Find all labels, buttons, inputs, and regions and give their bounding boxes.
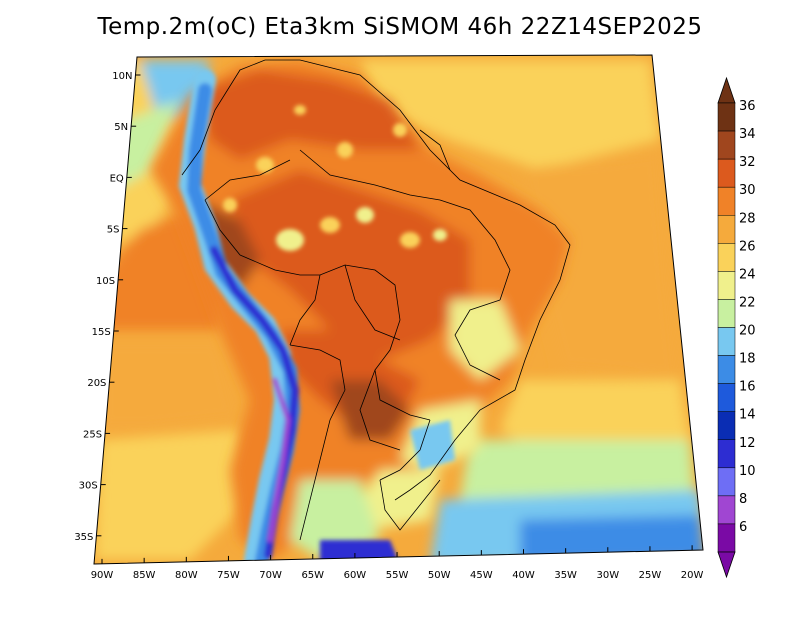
- colorbar-label: 10: [739, 464, 756, 479]
- colorbar-swatch: [717, 439, 736, 469]
- latitude-axis: 10N 5N EQ 5S 10S 15S 20S 25S 30S 35S: [74, 71, 141, 543]
- colorbar-label: 16: [739, 380, 756, 395]
- lon-tick-label: 25W: [639, 570, 662, 581]
- lon-tick-label: 20W: [681, 570, 704, 581]
- lon-tick-label: 50W: [428, 570, 451, 581]
- colorbar-label: 24: [739, 267, 756, 282]
- colorbar-label: 32: [739, 155, 756, 170]
- colorbar-max-arrow: [717, 76, 736, 104]
- colorbar-label: 28: [739, 211, 756, 226]
- colorbar-swatch: [717, 102, 736, 132]
- colorbar-label: 18: [739, 352, 756, 367]
- colorbar-label: 34: [739, 127, 756, 142]
- colorbar-swatch: [717, 215, 736, 244]
- colorbar-swatch: [717, 495, 736, 525]
- colorbar-label: 8: [739, 492, 747, 507]
- lat-tick-label: EQ: [110, 173, 124, 184]
- lat-tick-label: 20S: [87, 378, 106, 389]
- lon-tick-label: 75W: [217, 570, 240, 581]
- lat-tick-label: 30S: [79, 481, 98, 492]
- lon-tick-label: 60W: [344, 570, 367, 581]
- colorbar-min-arrow: [717, 551, 736, 579]
- colorbar-label: 30: [739, 183, 756, 198]
- lon-tick-label: 55W: [386, 570, 409, 581]
- lon-tick-label: 90W: [91, 570, 114, 581]
- lon-tick-label: 65W: [301, 570, 324, 581]
- colorbar-swatch: [717, 130, 736, 160]
- lat-tick-label: 35S: [74, 532, 93, 543]
- lon-tick-label: 70W: [259, 570, 282, 581]
- longitude-axis: 90W 85W 80W 75W 70W 65W 60W 55W 50W 45W 40W 35W 30W 2…: [91, 545, 704, 581]
- colorbar-label: 26: [739, 239, 756, 254]
- lon-tick-label: 80W: [175, 570, 198, 581]
- colorbar-swatch: [717, 327, 736, 356]
- colorbar-swatch: [717, 271, 736, 300]
- colorbar-label: 22: [739, 295, 756, 310]
- colorbar-swatch: [717, 467, 736, 497]
- lon-tick-label: 40W: [512, 570, 535, 581]
- lat-tick-label: 10N: [112, 71, 132, 82]
- lon-tick-label: 35W: [554, 570, 577, 581]
- colorbar-swatch: [717, 523, 736, 553]
- colorbar-swatch: [717, 243, 736, 272]
- lat-tick-label: 5N: [114, 122, 128, 133]
- colorbar-label: 20: [739, 324, 756, 339]
- colorbar: 36 34 32 30 28 26 24 22 20 18 16 14 12 10 8 6: [717, 76, 756, 579]
- lat-tick-label: 25S: [83, 429, 102, 440]
- colorbar-swatch: [717, 299, 736, 328]
- colorbar-label: 12: [739, 436, 756, 451]
- colorbar-swatch: [717, 355, 736, 384]
- lat-tick-label: 15S: [92, 327, 111, 338]
- colorbar-label: 6: [739, 520, 747, 535]
- temperature-field: [94, 55, 703, 564]
- lon-tick-label: 45W: [470, 570, 493, 581]
- lat-tick-label: 10S: [96, 276, 115, 287]
- colorbar-swatch: [717, 383, 736, 412]
- colorbar-swatch: [717, 411, 736, 440]
- country-borders: [181, 59, 571, 541]
- colorbar-label: 36: [739, 99, 756, 114]
- colorbar-label: 14: [739, 408, 756, 423]
- colorbar-swatch: [717, 186, 736, 216]
- lat-tick-label: 5S: [107, 225, 120, 236]
- map-title: Temp.2m(oC) Eta3km SiSMOM 46h 22Z14SEP20…: [97, 14, 703, 40]
- colorbar-swatch: [717, 158, 736, 188]
- lon-tick-label: 30W: [596, 570, 619, 581]
- lon-tick-label: 85W: [133, 570, 156, 581]
